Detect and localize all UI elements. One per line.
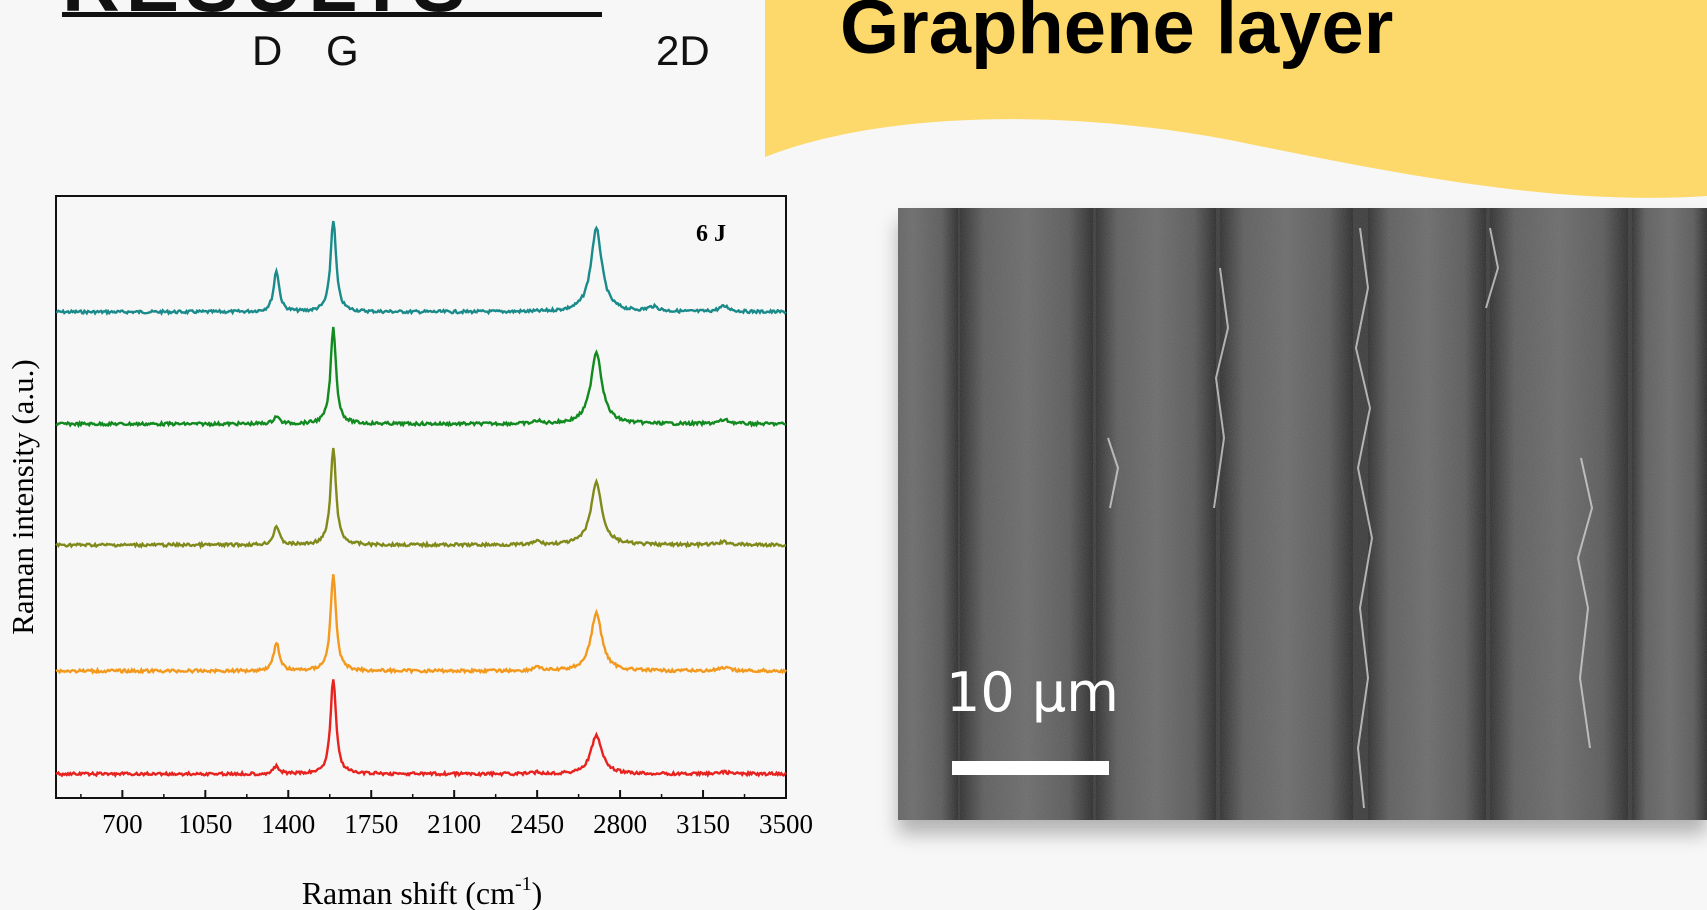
spectrum-series-1 bbox=[55, 220, 787, 317]
heading-underline bbox=[62, 12, 602, 17]
x-tick-label: 1050 bbox=[178, 809, 232, 839]
x-tick-label: 700 bbox=[102, 809, 143, 839]
spectrum-series-3 bbox=[55, 447, 787, 550]
spectrum-series-4 bbox=[55, 574, 787, 675]
x-tick-label: 1750 bbox=[344, 809, 398, 839]
x-tick-label: 3150 bbox=[676, 809, 730, 839]
x-tick-label: 3500 bbox=[759, 809, 813, 839]
spectrum-series-2 bbox=[55, 326, 787, 429]
band-label-d: D bbox=[252, 27, 283, 74]
x-axis-label: Raman shift (cm-1) bbox=[302, 873, 543, 910]
x-tick-label: 2800 bbox=[593, 809, 647, 839]
scale-bar-label: 10 μm bbox=[946, 661, 1119, 724]
band-label-2d: 2D bbox=[656, 27, 710, 74]
tick-layer: 700 1050 1400 1750 2100 2450 2800 3150 3500 bbox=[80, 790, 813, 839]
plot-frame bbox=[55, 195, 787, 799]
banner-title: Graphene layer bbox=[840, 0, 1394, 70]
band-label-g: G bbox=[326, 27, 359, 74]
sem-micrograph: 10 μm bbox=[898, 208, 1707, 820]
results-heading: RESULTS bbox=[62, 0, 471, 24]
sem-image bbox=[898, 208, 1707, 820]
x-tick-label: 2450 bbox=[510, 809, 564, 839]
y-axis-label: Raman intensity (a.u.) bbox=[5, 359, 40, 635]
x-tick-label: 1400 bbox=[261, 809, 315, 839]
x-tick-label: 2100 bbox=[427, 809, 481, 839]
raman-chart: 700 1050 1400 1750 2100 2450 2800 3150 3500 6 J … bbox=[5, 195, 813, 910]
spectrum-series-5 bbox=[55, 679, 787, 779]
scale-bar bbox=[952, 761, 1109, 775]
chart-annotation: 6 J bbox=[696, 221, 726, 247]
series-layer bbox=[55, 220, 787, 779]
